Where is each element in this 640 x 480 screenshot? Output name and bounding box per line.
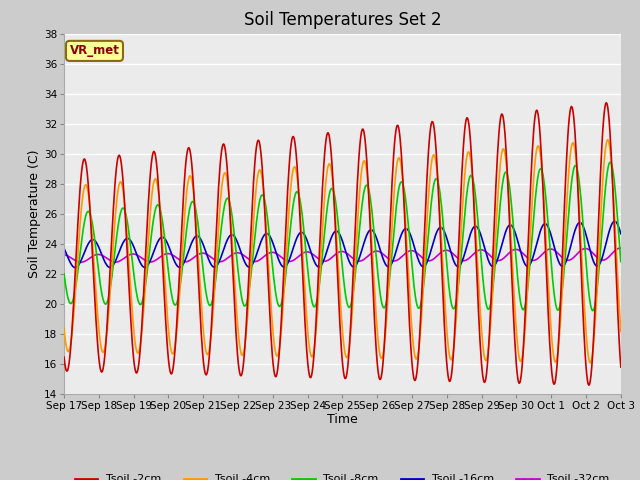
Text: VR_met: VR_met: [70, 44, 120, 58]
Y-axis label: Soil Temperature (C): Soil Temperature (C): [28, 149, 41, 278]
X-axis label: Time: Time: [327, 413, 358, 426]
Title: Soil Temperatures Set 2: Soil Temperatures Set 2: [244, 11, 441, 29]
Legend: Tsoil -2cm, Tsoil -4cm, Tsoil -8cm, Tsoil -16cm, Tsoil -32cm: Tsoil -2cm, Tsoil -4cm, Tsoil -8cm, Tsoi…: [70, 470, 614, 480]
